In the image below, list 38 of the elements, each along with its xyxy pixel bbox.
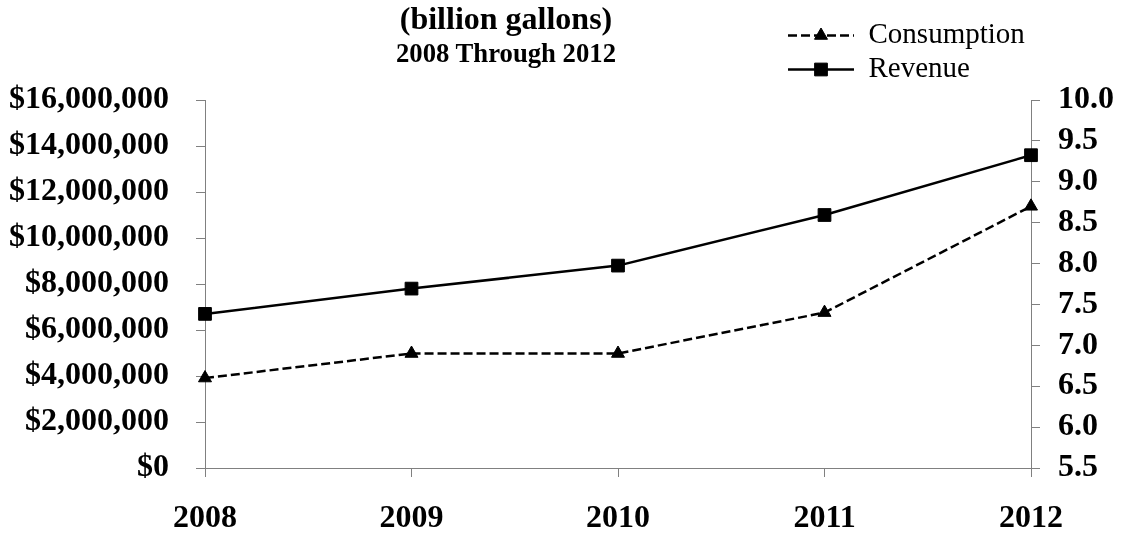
y-tick-label: $6,000,000 (25, 309, 169, 346)
y-tick-label: $10,000,000 (9, 217, 169, 254)
point (404, 345, 419, 358)
y2-tick-label: 8.0 (1058, 242, 1098, 279)
y2-tick-label: 6.5 (1058, 365, 1098, 402)
y2-tick-label: 7.5 (1058, 283, 1098, 320)
y2-tick-label: 5.5 (1058, 447, 1098, 484)
point (404, 281, 419, 296)
legend-label: Revenue (868, 51, 970, 84)
y2-tick-label: 9.5 (1058, 120, 1098, 157)
point (817, 304, 832, 317)
point (1024, 148, 1038, 163)
point (198, 307, 212, 321)
legend-label: Consumption (868, 17, 1026, 50)
y-tick-label: $14,000,000 (9, 125, 169, 162)
y-tick-label: $2,000,000 (25, 401, 169, 438)
y2-tick-label: 7.0 (1058, 324, 1098, 361)
point (611, 345, 625, 358)
y-tick-label: $8,000,000 (25, 263, 169, 300)
y-tick-label: $12,000,000 (9, 171, 169, 208)
y2-tick-label: 9.0 (1058, 161, 1098, 198)
y-tick-label: $0 (137, 447, 169, 484)
x-tick-label: 2012 (999, 498, 1063, 534)
y-tick-label: $16,000,000 (9, 79, 169, 116)
point (817, 208, 832, 222)
y2-tick-label: 8.5 (1058, 201, 1098, 238)
y-tick-label: $4,000,000 (25, 355, 169, 392)
y2-tick-label: 10.0 (1058, 79, 1114, 116)
point (1024, 198, 1038, 211)
x-tick-label: 2011 (793, 498, 856, 534)
chart-subtitle: 2008 Through 2012 (396, 37, 616, 68)
x-tick-label: 2009 (379, 498, 444, 534)
point (611, 258, 625, 273)
x-tick-label: 2008 (173, 498, 237, 534)
chart-title: (billion gallons) (399, 0, 613, 37)
x-tick-label: 2010 (586, 498, 650, 534)
y2-tick-label: 6.0 (1058, 406, 1098, 443)
point (198, 370, 212, 383)
